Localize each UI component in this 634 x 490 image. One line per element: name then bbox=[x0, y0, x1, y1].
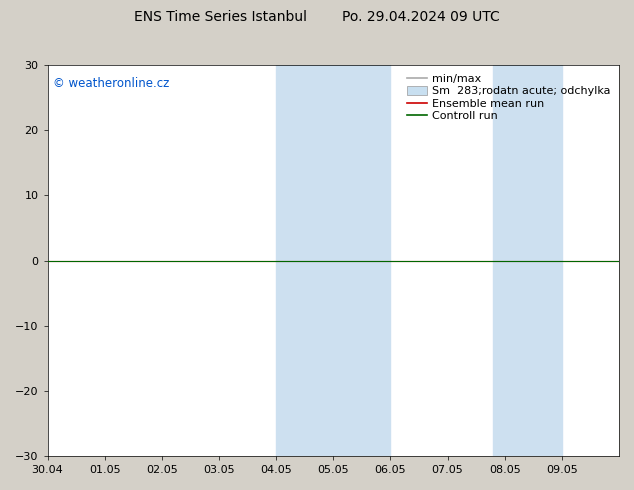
Bar bbox=[305, 65, 391, 456]
Legend: min/max, Sm  283;rodatn acute; odchylka, Ensemble mean run, Controll run: min/max, Sm 283;rodatn acute; odchylka, … bbox=[404, 71, 614, 124]
Bar bbox=[276, 65, 305, 456]
Text: ENS Time Series Istanbul        Po. 29.04.2024 09 UTC: ENS Time Series Istanbul Po. 29.04.2024 … bbox=[134, 10, 500, 24]
Text: © weatheronline.cz: © weatheronline.cz bbox=[53, 77, 170, 90]
Bar bbox=[522, 65, 562, 456]
Bar bbox=[493, 65, 522, 456]
